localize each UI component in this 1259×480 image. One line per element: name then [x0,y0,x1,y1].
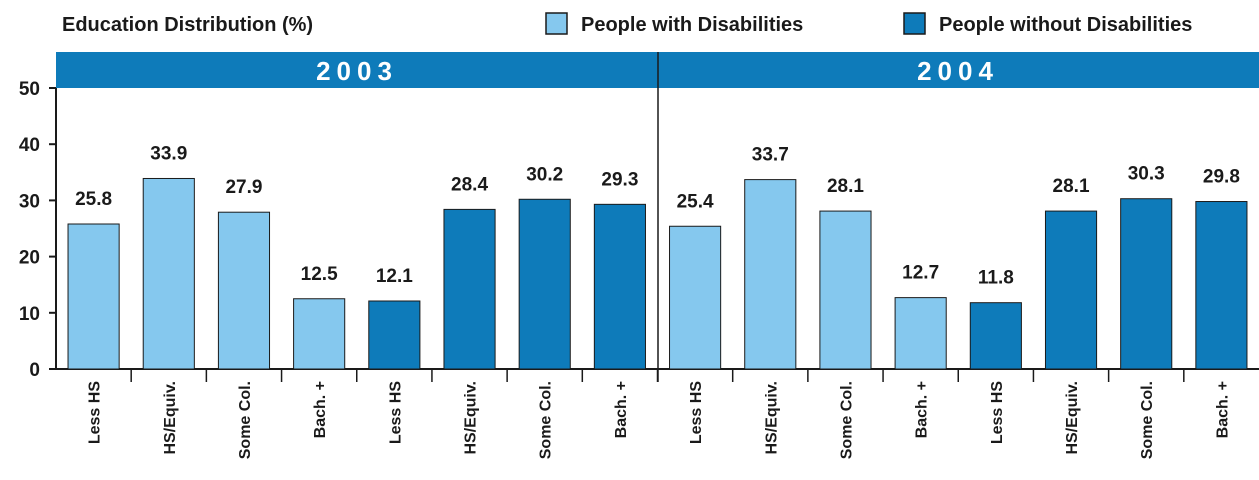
legend-label-with: People with Disabilities [581,14,803,36]
x-tick-label: Bach. + [1214,381,1231,438]
bar-value-label: 28.1 [827,176,864,197]
bar-value-label: 11.8 [978,268,1014,289]
bar-value-label: 28.1 [1053,176,1090,197]
bar-value-label: 25.4 [677,191,714,212]
y-tick-label: 30 [19,191,40,212]
bar [368,300,421,370]
bar-value-label: 25.8 [75,189,112,210]
panel-headers: 2003 2004 [56,52,1259,88]
bar [142,177,195,370]
x-tick-label: Some Col. [838,381,855,459]
bar [67,223,120,370]
value-labels: 25.8 33.9 27.9 12.5 12.1 28.4 30.2 29.3 25.4 33.7… [75,143,1240,288]
y-tick-label: 50 [19,79,40,100]
bar [744,179,797,370]
y-ticks: 0 10 20 30 40 50 [19,79,56,381]
bar [1044,210,1098,370]
bar [969,302,1022,370]
x-tick-label: HS/Equiv. [763,381,780,455]
x-tick-label: Less HS [387,381,404,444]
bar-value-label: 28.4 [451,174,488,195]
bar [894,297,947,370]
bar [443,208,496,370]
bar-value-label: 33.9 [150,143,187,164]
y-tick-label: 0 [29,360,40,381]
bar-value-label: 33.7 [752,145,789,166]
x-tick-label: Bach. + [312,381,329,438]
bar-value-label: 29.8 [1203,167,1240,188]
x-tick-label: HS/Equiv. [1064,381,1081,455]
bar [293,298,346,370]
legend-swatch-with [545,12,568,35]
y-tick-label: 20 [19,248,40,269]
panel-header-2003 [56,52,658,88]
x-tick-label: Some Col. [1139,381,1156,459]
bars [67,177,1248,370]
bar [669,225,722,370]
bar [217,211,271,370]
bar-value-label: 12.1 [376,266,413,287]
x-tick-label: Less HS [989,381,1006,444]
bar-value-label: 29.3 [601,169,638,190]
x-tick-label: Less HS [688,381,705,444]
panel-label-2004: 2004 [917,56,999,86]
bar-value-label: 27.9 [225,177,262,198]
bar [819,210,872,370]
y-tick-label: 10 [19,304,40,325]
bar-value-label: 30.3 [1128,164,1165,185]
x-tick-label: Bach. + [613,381,630,438]
legend: People with Disabilities People without … [545,12,1192,36]
bar-value-label: 30.2 [526,164,563,185]
x-tick-label: HS/Equiv. [463,381,480,455]
x-tick-label: Some Col. [538,381,555,459]
x-tick-label: Bach. + [914,381,931,438]
chart-title: Education Distribution (%) [62,14,313,36]
legend-label-without: People without Disabilities [939,14,1192,36]
legend-swatch-without [903,12,926,35]
bar [593,203,646,370]
y-tick-label: 40 [19,135,40,156]
bar-value-label: 12.7 [902,263,939,284]
bar-value-label: 12.5 [301,264,338,285]
x-ticks: Less HS HS/Equiv. Some Col. Bach. + Less HS H… [87,369,1231,459]
x-tick-label: Less HS [87,381,104,444]
x-tick-label: Some Col. [237,381,254,459]
panel-header-2004 [658,52,1259,88]
x-tick-label: HS/Equiv. [162,381,179,455]
bar [1120,198,1173,370]
bar [1195,201,1248,370]
bar [518,198,571,370]
panel-label-2003: 2003 [316,56,398,86]
